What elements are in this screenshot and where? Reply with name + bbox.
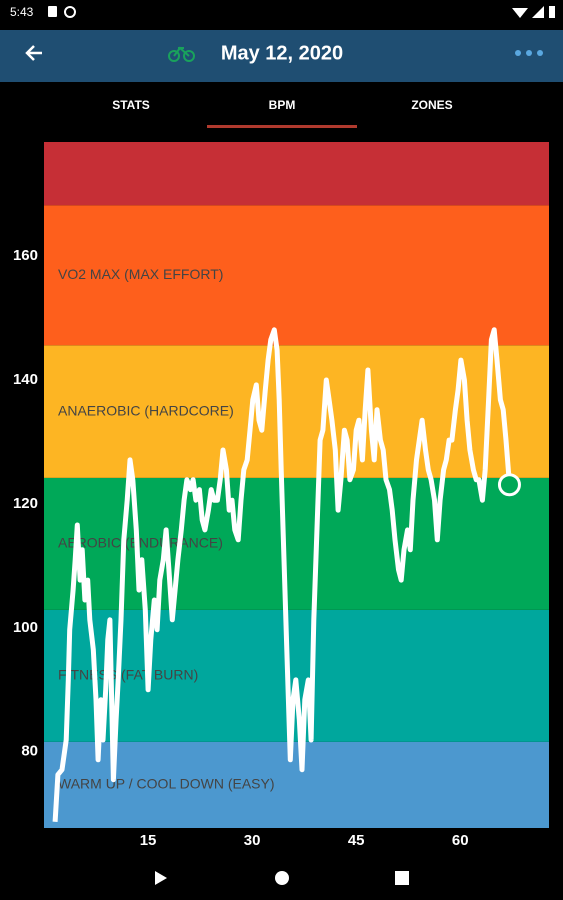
nav-recents[interactable]	[395, 871, 409, 885]
y-tick-label: 160	[13, 247, 38, 264]
nav-back[interactable]	[155, 871, 167, 885]
tab[interactable]: BPM	[269, 98, 296, 112]
status-time: 5:43	[10, 5, 34, 19]
y-tick-label: 100	[13, 619, 38, 636]
status-bar	[0, 0, 563, 30]
nav-home[interactable]	[275, 871, 289, 885]
zone-band	[44, 205, 549, 346]
y-tick-label: 140	[13, 371, 38, 388]
signal-icon	[532, 6, 544, 18]
tab-indicator	[207, 125, 357, 128]
tab[interactable]: ZONES	[411, 98, 452, 112]
wifi-icon	[512, 8, 528, 18]
end-marker	[497, 473, 521, 497]
app-title: May 12, 2020	[221, 42, 343, 64]
zone-label: VO2 MAX (MAX EFFORT)	[58, 266, 223, 282]
tab[interactable]: STATS	[112, 98, 150, 112]
bike-icon	[168, 46, 195, 62]
heart-rate-line	[52, 327, 512, 822]
zone-band	[44, 142, 549, 206]
zone-band	[44, 741, 549, 828]
zone-label: WARM UP / COOL DOWN (EASY)	[58, 776, 275, 792]
battery-icon	[549, 6, 555, 18]
x-tick-label: 15	[140, 832, 157, 849]
x-tick-label: 30	[244, 832, 261, 849]
y-tick-label: 80	[21, 743, 38, 760]
zone-label: ANAEROBIC (HARDCORE)	[58, 402, 234, 418]
y-tick-label: 120	[13, 495, 38, 512]
x-tick-label: 45	[348, 832, 365, 849]
zone-label: FITNESS (FAT BURN)	[58, 667, 198, 683]
zone-band	[44, 609, 549, 742]
app-bar	[0, 30, 563, 82]
overflow-menu[interactable]	[515, 50, 543, 56]
status-icon	[64, 6, 76, 18]
status-icon	[48, 6, 57, 17]
back-button[interactable]	[25, 45, 42, 61]
chart: WARM UP / COOL DOWN (EASY) FITNESS (FAT B…	[13, 142, 549, 849]
x-tick-label: 60	[452, 832, 469, 849]
